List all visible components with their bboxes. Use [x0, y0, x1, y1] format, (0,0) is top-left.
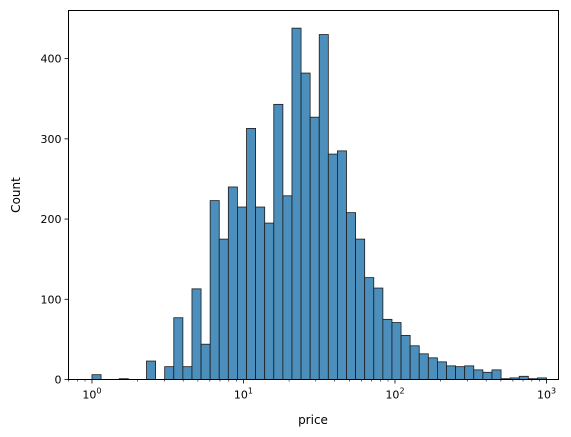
- histogram-bar: [209, 200, 220, 380]
- histogram-bar: [427, 357, 438, 380]
- histogram-bar: [346, 212, 356, 380]
- histogram-bar: [182, 366, 193, 380]
- plot-frame: [68, 10, 559, 380]
- histogram-bar: [437, 361, 447, 380]
- histogram-bar: [227, 186, 238, 380]
- histogram-bar: [264, 222, 275, 380]
- x-axis-label: price: [298, 413, 328, 427]
- histogram-bar: [282, 195, 293, 380]
- y-tick-label: 400: [41, 53, 62, 66]
- histogram-bar: [191, 288, 202, 380]
- histogram-bar: [391, 322, 402, 380]
- y-tick-label: 300: [41, 133, 62, 146]
- histogram-bar: [273, 103, 284, 380]
- histogram-bar: [400, 334, 411, 380]
- histogram-bar: [200, 343, 211, 380]
- y-tick-label: 100: [41, 293, 62, 306]
- histogram-bar: [246, 128, 257, 380]
- histogram-bar: [382, 318, 393, 380]
- histogram-bar: [409, 345, 420, 380]
- x-tick-label: 101: [234, 387, 253, 402]
- histogram-bar: [482, 371, 493, 380]
- histogram-bar: [455, 366, 466, 380]
- x-axis: 100 101 102 103: [68, 379, 556, 402]
- x-tick-label: 103: [537, 387, 556, 402]
- histogram-bar: [355, 238, 366, 380]
- histogram-bar: [446, 365, 456, 380]
- histogram-bar: [337, 150, 347, 380]
- histogram-bar: [218, 238, 229, 380]
- histogram-bar: [491, 369, 502, 380]
- histogram-bar: [300, 72, 311, 380]
- histogram-bar: [318, 34, 329, 380]
- y-axis-label: Count: [9, 177, 23, 213]
- histogram-bar: [237, 206, 247, 380]
- bars-group: [91, 27, 547, 380]
- histogram-bar: [364, 277, 375, 380]
- histogram-bar: [164, 366, 175, 380]
- histogram-bar: [418, 353, 429, 380]
- y-axis: 0 100 200 300 400: [41, 53, 69, 387]
- histogram-bar: [146, 360, 157, 380]
- histogram-bar: [473, 369, 484, 380]
- histogram-bar: [91, 374, 102, 380]
- y-tick-label: 200: [41, 213, 62, 226]
- histogram-bar: [309, 116, 320, 380]
- x-tick-label: 100: [82, 387, 101, 402]
- histogram-bar: [373, 287, 384, 380]
- y-tick-label: 0: [55, 374, 62, 387]
- histogram-bar: [464, 365, 475, 380]
- x-tick-label: 102: [385, 387, 404, 402]
- histogram-bar: [173, 317, 184, 380]
- histogram-bar: [327, 153, 338, 380]
- histogram-bar: [255, 206, 266, 380]
- histogram-bar: [291, 27, 302, 380]
